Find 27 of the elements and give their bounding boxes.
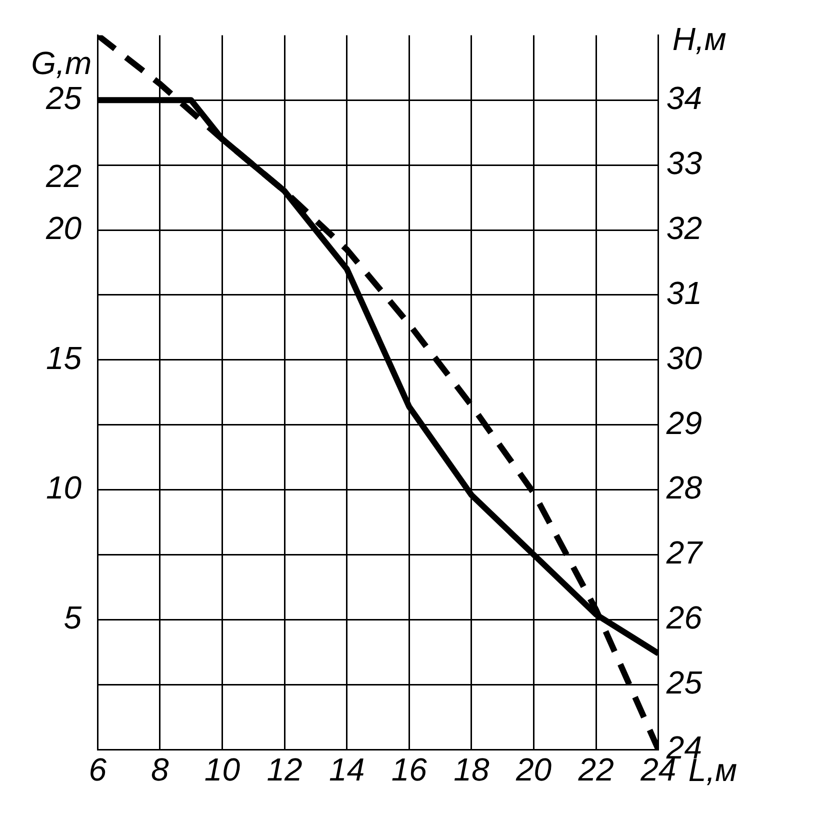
y-tick-label: 10 [46, 470, 82, 506]
x-tick-label: 6 [88, 752, 107, 788]
y2-tick-label: 33 [666, 144, 702, 181]
y2-tick-label: 31 [666, 274, 702, 311]
x-tick-label: 16 [391, 752, 428, 788]
y2-tick-label: 26 [665, 600, 702, 636]
y-tick-label: 15 [46, 340, 82, 376]
y-tick-label: 25 [45, 80, 82, 116]
x-tick-label: 18 [454, 752, 490, 788]
y2-tick-label: 34 [666, 80, 702, 116]
x-tick-label: 22 [577, 752, 614, 788]
y2-tick-label: 30 [666, 340, 702, 376]
y-axis-title: G,т [31, 45, 92, 82]
y-tick-label: 20 [45, 210, 82, 246]
y2-tick-label: 29 [665, 404, 702, 441]
x-tick-label: 20 [514, 752, 552, 788]
x-tick-label: 10 [204, 752, 240, 788]
y2-tick-label: 28 [665, 470, 702, 506]
x-tick-label: 8 [151, 752, 170, 788]
y2-tick-label: 25 [665, 664, 702, 701]
y-tick-label: 22 [45, 158, 82, 194]
y2-tick-label: 32 [666, 210, 702, 246]
x-tick-label: 14 [329, 752, 365, 788]
x-tick-label: 12 [266, 752, 303, 788]
y2-tick-label: 27 [665, 534, 704, 571]
y-tick-label: 5 [64, 600, 82, 636]
y2-axis-title: H,м [672, 21, 726, 58]
